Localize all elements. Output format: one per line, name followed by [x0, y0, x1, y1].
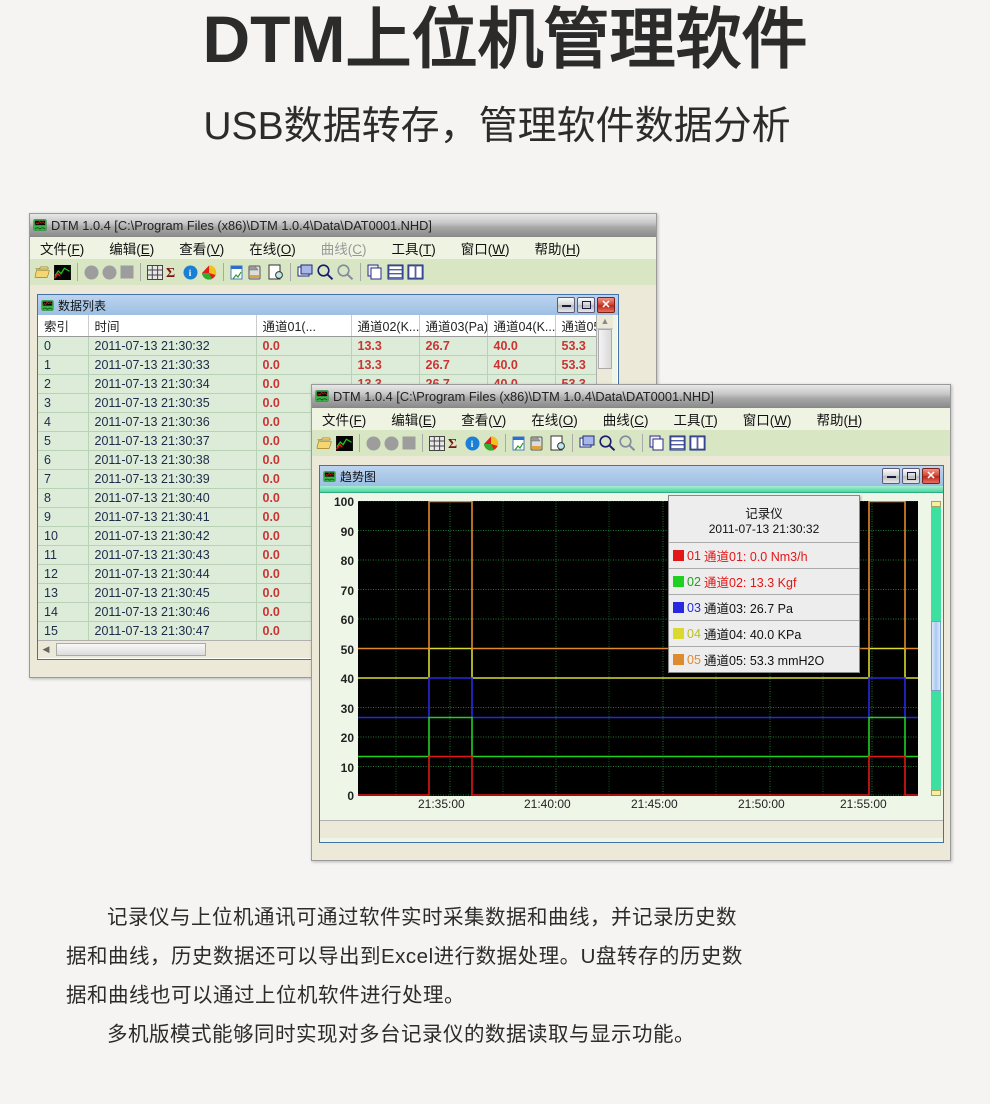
svg-text:Σ: Σ: [448, 437, 457, 451]
svg-text:Σ: Σ: [166, 266, 175, 280]
